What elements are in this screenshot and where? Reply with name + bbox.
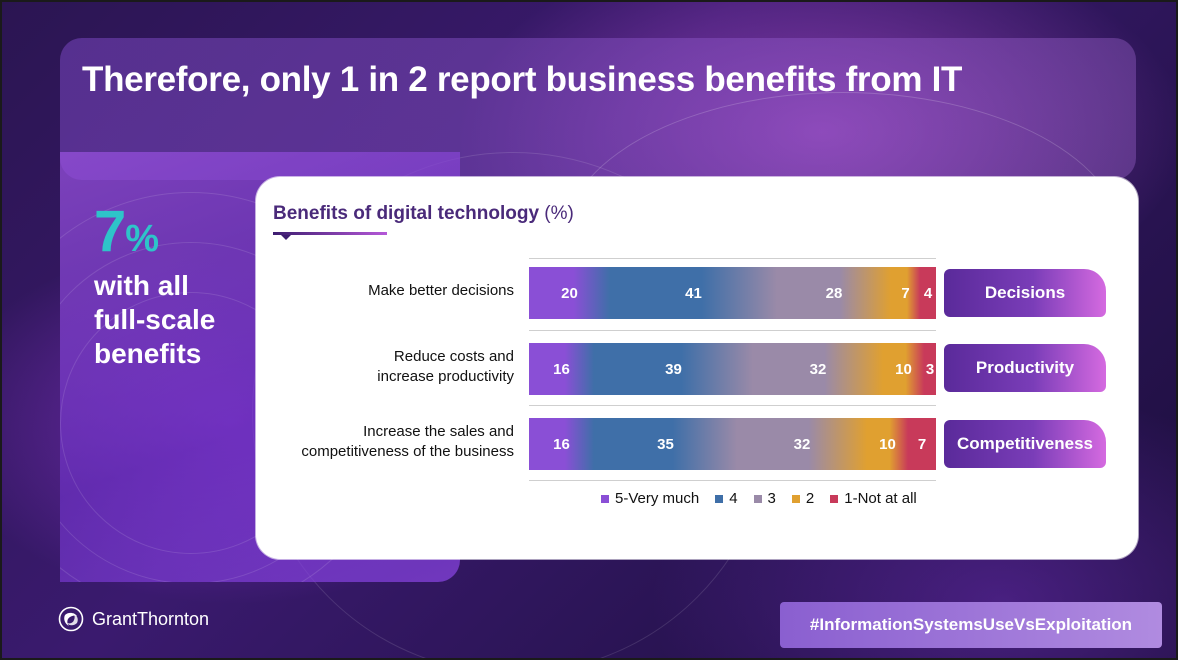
kpi-number: 7 bbox=[94, 199, 126, 264]
bar-segment: 32 bbox=[737, 418, 867, 470]
kpi-unit: % bbox=[125, 218, 159, 260]
slide-title: Therefore, only 1 in 2 report business b… bbox=[82, 60, 963, 99]
chart-title-unit: (%) bbox=[544, 203, 574, 224]
category-label: Reduce costs and increase productivity bbox=[234, 347, 514, 387]
data-label: 16 bbox=[553, 360, 570, 378]
legend-swatch bbox=[753, 494, 762, 503]
legend-item: 3 bbox=[753, 490, 776, 507]
data-label: 4 bbox=[923, 284, 933, 302]
kpi-caption-line: with all bbox=[94, 270, 189, 301]
data-label: 35 bbox=[657, 435, 674, 453]
kpi-caption-line: benefits bbox=[94, 338, 202, 369]
stacked-bar: 20 41 28 7 4 bbox=[529, 267, 936, 319]
kpi-caption: with all full-scale benefits bbox=[94, 269, 264, 371]
bar-segment: 7 bbox=[891, 267, 920, 319]
legend-swatch bbox=[601, 494, 609, 503]
logo-text: GrantThornton bbox=[92, 608, 210, 629]
category-tag: Decisions bbox=[944, 269, 1106, 317]
row-separator bbox=[529, 405, 936, 406]
category-label: Increase the sales and competitiveness of… bbox=[234, 422, 514, 462]
bar-segment: 20 bbox=[529, 267, 610, 319]
data-label: 3 bbox=[925, 360, 935, 378]
grant-thornton-logo-icon bbox=[58, 606, 84, 632]
bar-segment: 16 bbox=[529, 343, 594, 395]
kpi-value: 7% bbox=[94, 202, 264, 269]
category-label-line: Make better decisions bbox=[368, 282, 514, 299]
category-label-line: Reduce costs and bbox=[393, 348, 514, 365]
legend-item: 2 bbox=[791, 490, 815, 507]
chart-title-underline bbox=[273, 232, 387, 240]
data-label: 28 bbox=[825, 284, 843, 302]
bar-segment: 41 bbox=[610, 267, 777, 319]
bar-segment: 10 bbox=[867, 418, 908, 470]
hashtag-text: #InformationSystemsUseVsExploitation bbox=[809, 615, 1133, 634]
data-label: 10 bbox=[895, 360, 912, 378]
legend-item: 5-Very much bbox=[601, 490, 699, 507]
row-separator bbox=[529, 258, 936, 259]
stacked-bar: 16 35 32 10 7 bbox=[529, 418, 936, 470]
bar-segment: 32 bbox=[753, 343, 883, 395]
legend-swatch bbox=[791, 494, 800, 503]
chart-legend: 5-Very much 4 3 2 1-Not at all bbox=[601, 490, 917, 507]
legend-label: 3 bbox=[767, 490, 776, 507]
legend-label: 1-Not at all bbox=[844, 490, 917, 507]
data-label: 32 bbox=[809, 360, 827, 378]
hashtag-banner: #InformationSystemsUseVsExploitation bbox=[780, 602, 1162, 648]
bar-segment: 10 bbox=[883, 343, 924, 395]
row-separator bbox=[529, 480, 936, 481]
data-label: 39 bbox=[665, 360, 682, 378]
data-label: 7 bbox=[901, 284, 910, 302]
legend-swatch bbox=[715, 494, 724, 503]
data-label: 20 bbox=[561, 284, 578, 302]
category-label-line: increase productivity bbox=[377, 368, 514, 385]
category-label: Make better decisions bbox=[234, 281, 514, 301]
category-label-line: Increase the sales and bbox=[363, 423, 514, 440]
legend-item: 4 bbox=[715, 490, 738, 507]
category-tag: Productivity bbox=[944, 344, 1106, 392]
bar-segment: 35 bbox=[594, 418, 737, 470]
category-tag: Competitiveness bbox=[944, 420, 1106, 468]
chart-title-text: Benefits of digital technology bbox=[273, 203, 540, 224]
kpi-block: 7% with all full-scale benefits bbox=[94, 202, 264, 371]
data-label: 10 bbox=[879, 435, 896, 453]
legend-label: 5-Very much bbox=[615, 490, 700, 507]
kpi-caption-line: full-scale bbox=[94, 304, 216, 335]
company-logo: GrantThornton bbox=[58, 606, 209, 632]
legend-item: 1-Not at all bbox=[830, 490, 917, 507]
row-separator bbox=[529, 330, 936, 331]
data-label: 16 bbox=[553, 435, 570, 453]
category-label-line: competitiveness of the business bbox=[301, 443, 514, 460]
bar-segment: 3 bbox=[924, 343, 936, 395]
legend-label: 2 bbox=[805, 490, 815, 507]
legend-label: 4 bbox=[729, 490, 738, 507]
chart-title: Benefits of digital technology (%) bbox=[273, 203, 574, 225]
stacked-bar: 16 39 32 10 3 bbox=[529, 343, 936, 395]
bar-segment: 39 bbox=[594, 343, 753, 395]
bar-segment: 28 bbox=[777, 267, 891, 319]
legend-swatch bbox=[830, 494, 839, 503]
bar-segment: 4 bbox=[920, 267, 936, 319]
bar-segment: 16 bbox=[529, 418, 594, 470]
data-label: 32 bbox=[793, 435, 811, 453]
data-label: 7 bbox=[917, 435, 927, 453]
chart-card: Benefits of digital technology (%) Make … bbox=[256, 177, 1138, 559]
data-label: 41 bbox=[685, 284, 702, 302]
bar-segment: 7 bbox=[908, 418, 936, 470]
